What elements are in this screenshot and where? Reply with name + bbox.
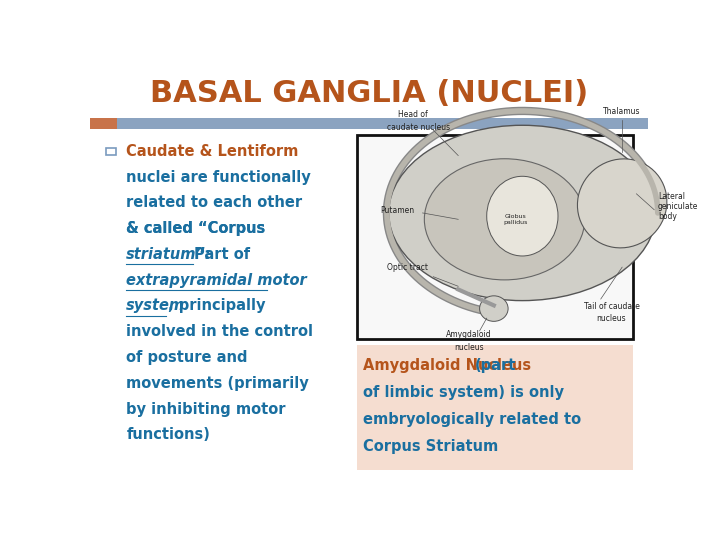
Text: of posture and: of posture and [126,350,248,365]
Text: Thalamus: Thalamus [603,107,641,116]
Text: movements (primarily: movements (primarily [126,376,309,391]
Ellipse shape [480,296,508,321]
Text: involved in the control: involved in the control [126,324,313,339]
Text: Lateral
geniculate
body: Lateral geniculate body [658,192,698,221]
Ellipse shape [424,159,585,280]
Text: functions): functions) [126,427,210,442]
Text: Part of: Part of [194,247,251,262]
Text: nucleus: nucleus [454,343,484,352]
FancyBboxPatch shape [356,136,633,339]
Text: nuclei are functionally: nuclei are functionally [126,170,311,185]
Text: caudate nucleus: caudate nucleus [387,123,450,132]
Text: embryologically related to: embryologically related to [364,412,582,427]
Ellipse shape [389,125,656,301]
Text: Head of: Head of [397,110,428,119]
Ellipse shape [487,176,558,256]
FancyBboxPatch shape [356,346,633,470]
Text: (part: (part [475,358,516,373]
Text: Optic tract: Optic tract [387,264,428,272]
FancyBboxPatch shape [90,118,648,129]
Text: of limbic system) is only: of limbic system) is only [364,385,564,400]
Text: by inhibiting motor: by inhibiting motor [126,402,286,416]
Text: Caudate & Lentiform: Caudate & Lentiform [126,144,299,159]
Text: Corpus Striatum: Corpus Striatum [364,439,499,454]
FancyBboxPatch shape [90,118,117,129]
Text: Amygdaloid Nucleus: Amygdaloid Nucleus [364,358,536,373]
Text: nucleus: nucleus [597,314,626,323]
Text: related to each other: related to each other [126,195,302,211]
Ellipse shape [577,159,667,248]
Text: BASAL GANGLIA (NUCLEI): BASAL GANGLIA (NUCLEI) [150,79,588,109]
Text: Putamen: Putamen [380,206,414,215]
Text: & called “Corpus: & called “Corpus [126,221,266,236]
Text: Tail of caudate: Tail of caudate [583,301,639,310]
Text: Amygdaloid: Amygdaloid [446,330,492,339]
Text: , principally: , principally [168,299,265,314]
Text: striatum”:: striatum”: [126,247,212,262]
Text: extrapyramidal motor: extrapyramidal motor [126,273,307,288]
Text: system: system [126,299,185,314]
Text: Globus
pallidus: Globus pallidus [503,214,528,225]
Text: & called “Corpus: & called “Corpus [126,221,266,236]
